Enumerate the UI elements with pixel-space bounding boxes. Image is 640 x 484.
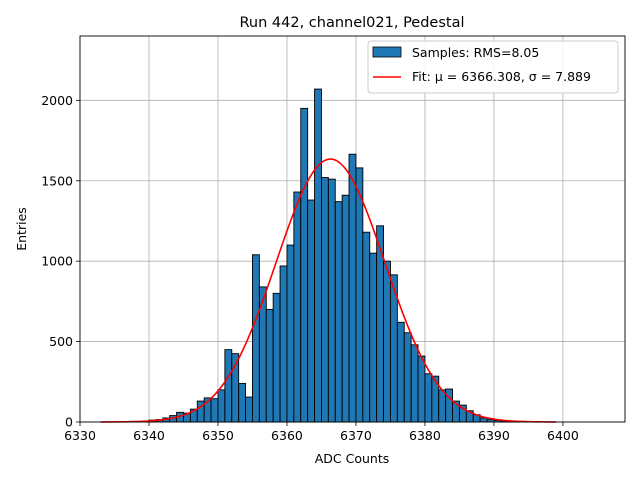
histogram-bar [404, 333, 411, 422]
histogram-bar [418, 356, 425, 422]
histogram-bar [211, 399, 218, 422]
x-tick-label: 6400 [547, 428, 579, 443]
histogram-bar [411, 345, 418, 422]
legend-histogram-label: Samples: RMS=8.05 [412, 45, 539, 60]
histogram-bar [349, 154, 356, 422]
histogram-bar [225, 350, 232, 422]
x-tick-label: 6390 [478, 428, 510, 443]
x-tick-label: 6340 [133, 428, 165, 443]
histogram-bar [287, 245, 294, 422]
histogram-bar [425, 374, 432, 422]
histogram-bar [301, 108, 308, 422]
histogram-bar [439, 390, 446, 422]
histogram-bar [321, 178, 328, 422]
legend: Samples: RMS=8.05 Fit: μ = 6366.308, σ =… [368, 41, 618, 93]
legend-fit-label: Fit: μ = 6366.308, σ = 7.889 [412, 69, 591, 84]
x-axis-label: ADC Counts [315, 451, 390, 466]
histogram-bar [218, 390, 225, 422]
chart-title: Run 442, channel021, Pedestal [239, 15, 464, 31]
x-tick-label: 6360 [271, 428, 303, 443]
y-axis-label: Entries [14, 207, 29, 251]
histogram-bar [294, 192, 301, 422]
x-tick-label: 6380 [409, 428, 441, 443]
histogram-bar [266, 309, 273, 422]
x-tick-label: 6350 [202, 428, 234, 443]
y-tick-label: 500 [49, 334, 73, 349]
legend-histogram-swatch [373, 47, 401, 57]
histogram-bar [363, 232, 370, 422]
histogram-bar [342, 195, 349, 422]
histogram-bar [356, 168, 363, 422]
histogram-bar [328, 179, 335, 422]
histogram-bar [252, 255, 259, 422]
histogram-bar [280, 266, 287, 422]
histogram-bar [370, 253, 377, 422]
x-tick-label: 6330 [64, 428, 96, 443]
histogram-bar [397, 322, 404, 422]
x-tick-label: 6370 [340, 428, 372, 443]
y-tick-label: 1500 [41, 173, 73, 188]
histogram-bar [246, 397, 253, 422]
y-tick-label: 0 [65, 415, 73, 430]
histogram-bar [480, 418, 487, 422]
histogram-bar [315, 89, 322, 422]
histogram-bar [273, 293, 280, 422]
histogram-bar [239, 383, 246, 422]
histogram-bar [384, 261, 391, 422]
histogram-bar [308, 200, 315, 422]
y-tick-label: 1000 [41, 254, 73, 269]
histogram-bar [335, 202, 342, 422]
y-tick-label: 2000 [41, 93, 73, 108]
